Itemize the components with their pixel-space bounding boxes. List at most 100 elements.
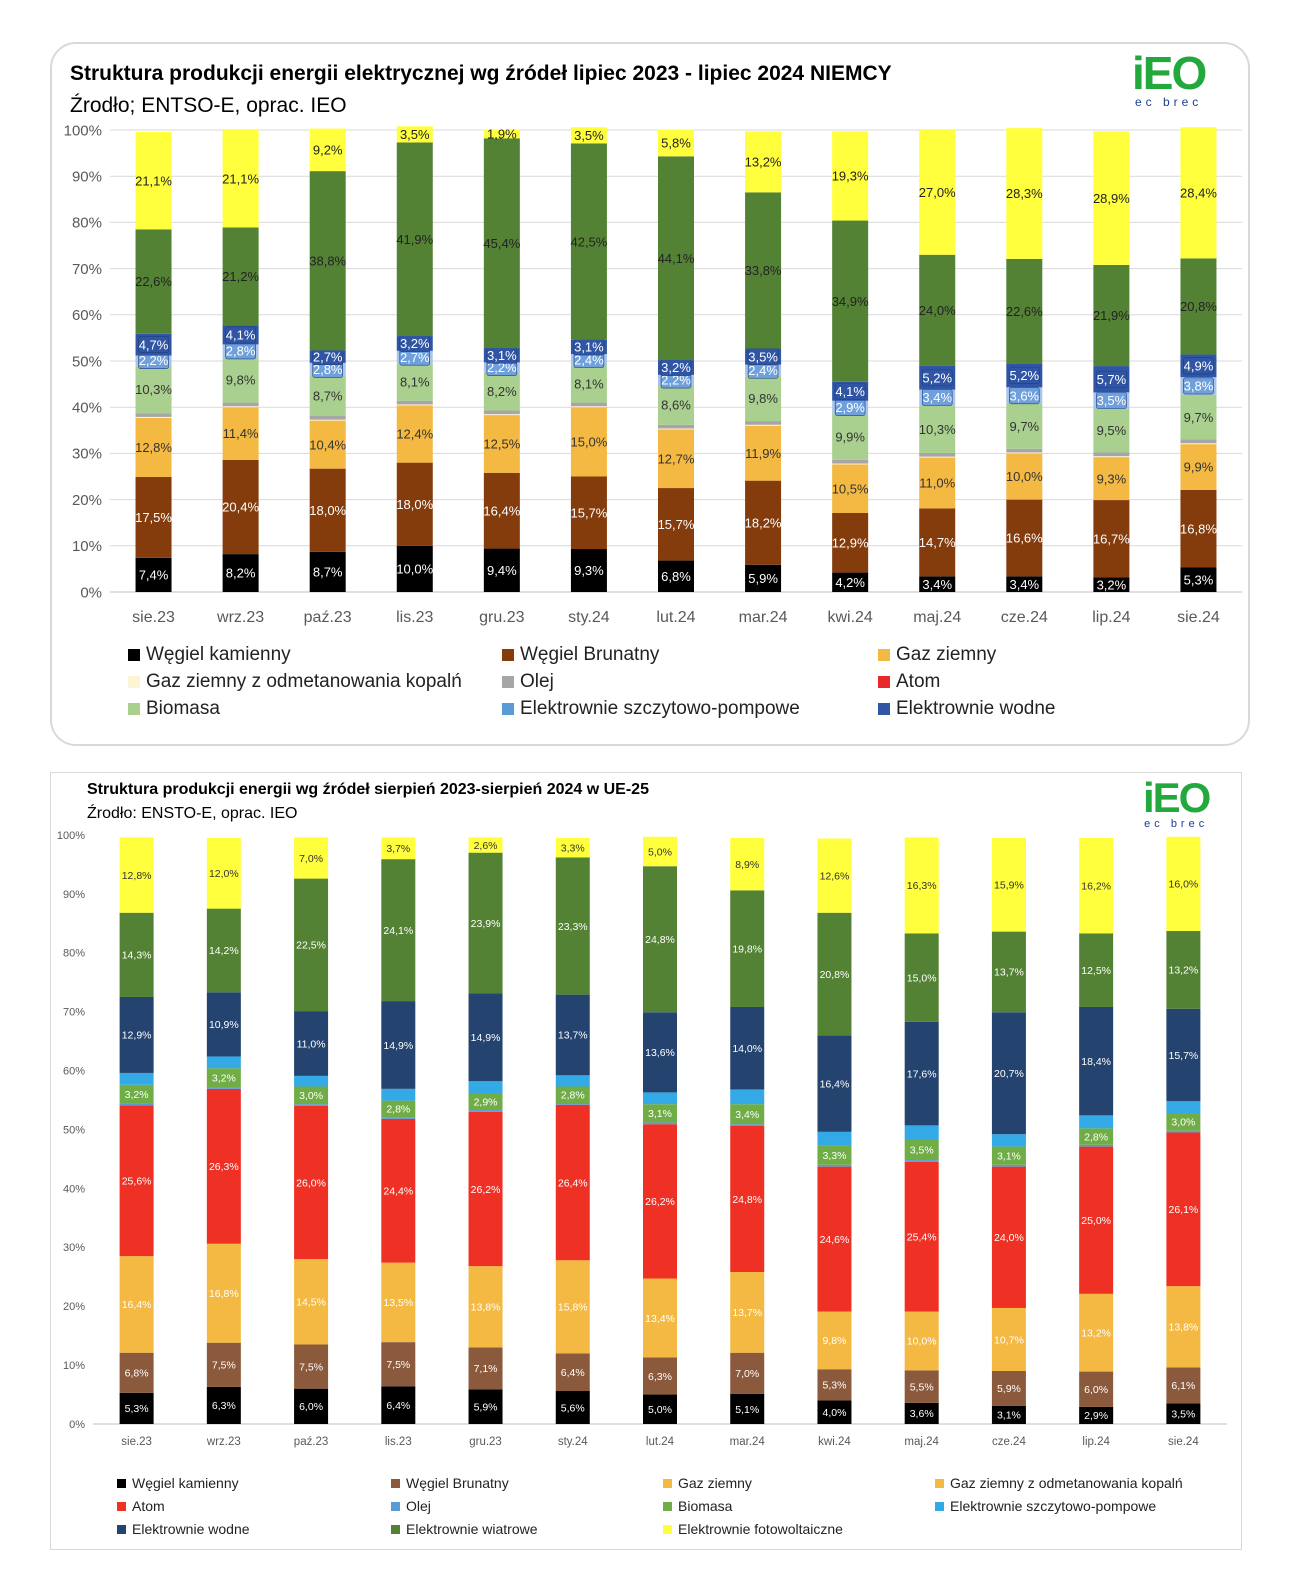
x-tick-label: sty.24 xyxy=(558,1436,588,1448)
data-label: 15,0% xyxy=(907,972,937,984)
data-label: 17,6% xyxy=(907,1068,937,1080)
data-label: 2,9% xyxy=(474,1096,498,1108)
data-label: 6,3% xyxy=(648,1371,672,1383)
x-tick-label: maj.24 xyxy=(904,1436,939,1448)
data-label: 3,1% xyxy=(997,1410,1021,1422)
legend-item: Elektrownie szczytowo-pompowe xyxy=(502,698,800,720)
legend-label: Olej xyxy=(520,671,554,693)
bar-segment xyxy=(136,413,172,417)
data-label: 7,0% xyxy=(299,853,323,865)
bar-segment xyxy=(745,421,781,425)
data-label: 6,8% xyxy=(661,569,691,584)
data-label: 11,0% xyxy=(919,476,955,491)
y-tick-label: 70% xyxy=(63,1007,85,1019)
bar-segment xyxy=(1079,1115,1113,1128)
data-label: 3,2% xyxy=(212,1072,236,1084)
bar-segment xyxy=(832,460,868,464)
bar-segment xyxy=(556,1075,590,1086)
data-label: 21,1% xyxy=(135,173,172,188)
data-label: 13,7% xyxy=(732,1307,762,1319)
data-label: 5,2% xyxy=(1009,368,1039,383)
data-label: 3,1% xyxy=(648,1108,672,1120)
bar-segment xyxy=(1006,449,1042,453)
bar-segment xyxy=(1166,1131,1200,1133)
data-label: 15,7% xyxy=(658,517,695,532)
y-tick-label: 50% xyxy=(72,353,102,370)
data-label: 6,1% xyxy=(1171,1380,1195,1392)
legend-swatch xyxy=(878,649,890,661)
data-label: 5,1% xyxy=(735,1404,759,1416)
data-label: 8,1% xyxy=(400,375,430,390)
data-label: 23,9% xyxy=(471,918,501,930)
data-label: 12,7% xyxy=(658,451,695,466)
bar-segment xyxy=(1006,452,1042,453)
y-tick-label: 50% xyxy=(63,1124,85,1136)
data-label: 26,1% xyxy=(1168,1204,1198,1216)
legend-swatch xyxy=(878,676,890,688)
y-tick-label: 80% xyxy=(63,948,85,960)
data-label: 26,2% xyxy=(645,1196,675,1208)
x-tick-label: lip.24 xyxy=(1092,609,1130,626)
bar-segment xyxy=(992,1134,1026,1146)
data-label: 3,5% xyxy=(1097,393,1127,408)
bar-segment xyxy=(556,1103,590,1105)
legend-swatch xyxy=(117,1525,126,1534)
y-tick-label: 100% xyxy=(57,830,85,842)
legend-label: Elektrownie szczytowo-pompowe xyxy=(950,1498,1156,1514)
data-label: 7,5% xyxy=(299,1361,323,1373)
y-tick-label: 60% xyxy=(72,307,102,324)
legend-item: Elektrownie wiatrowe xyxy=(391,1521,538,1537)
data-label: 9,8% xyxy=(226,373,256,388)
bar-segment xyxy=(223,403,259,407)
bar-segment xyxy=(469,1081,503,1093)
legend-label: Elektrownie szczytowo-pompowe xyxy=(520,698,800,720)
data-label: 20,4% xyxy=(222,500,259,515)
legend-swatch xyxy=(502,676,514,688)
data-label: 13,5% xyxy=(383,1297,413,1309)
x-tick-label: lut.24 xyxy=(656,609,695,626)
data-label: 24,0% xyxy=(994,1232,1024,1244)
data-label: 18,2% xyxy=(745,515,782,530)
data-label: 9,5% xyxy=(1097,423,1127,438)
y-tick-label: 20% xyxy=(72,492,102,509)
bar-segment xyxy=(1093,456,1129,457)
data-label: 24,6% xyxy=(820,1234,850,1246)
data-label: 8,9% xyxy=(735,859,759,871)
data-label: 10,7% xyxy=(994,1334,1024,1346)
data-label: 3,2% xyxy=(661,360,691,375)
data-label: 5,3% xyxy=(125,1403,149,1415)
bar-segment xyxy=(294,1076,328,1087)
legend-label: Węgiel kamienny xyxy=(132,1475,239,1491)
data-label: 24,8% xyxy=(732,1194,762,1206)
data-label: 3,6% xyxy=(1009,388,1039,403)
chart-panel-germany: Struktura produkcji energii elektrycznej… xyxy=(50,42,1250,746)
x-tick-label: lis.23 xyxy=(396,609,433,626)
data-label: 16,2% xyxy=(1081,880,1111,892)
data-label: 3,1% xyxy=(574,340,604,355)
data-label: 14,5% xyxy=(296,1297,326,1309)
bar-segment xyxy=(381,1117,415,1119)
data-label: 5,9% xyxy=(748,571,778,586)
legend-label: Biomasa xyxy=(678,1498,732,1514)
data-label: 16,3% xyxy=(907,880,937,892)
data-label: 4,2% xyxy=(835,575,865,590)
data-label: 12,9% xyxy=(832,535,869,550)
bar-segment xyxy=(381,1089,415,1101)
data-label: 25,0% xyxy=(1081,1215,1111,1227)
data-label: 3,5% xyxy=(400,127,430,142)
data-label: 12,5% xyxy=(483,437,520,452)
legend-item: Gaz ziemny xyxy=(663,1475,752,1491)
legend-label: Gaz ziemny xyxy=(678,1475,752,1491)
bar-segment xyxy=(207,1087,241,1089)
data-label: 15,9% xyxy=(994,880,1024,892)
data-label: 2,7% xyxy=(313,349,343,364)
legend-swatch xyxy=(663,1479,672,1488)
legend-item: Elektrownie fotowoltaiczne xyxy=(663,1521,843,1537)
data-label: 9,4% xyxy=(487,563,517,578)
x-tick-label: lut.24 xyxy=(646,1436,675,1448)
data-label: 10,0% xyxy=(907,1336,937,1348)
data-label: 11,9% xyxy=(745,446,781,461)
data-label: 3,3% xyxy=(822,1150,846,1162)
legend-label: Atom xyxy=(896,671,940,693)
legend-label: Gaz ziemny z odmetanowania kopalń xyxy=(146,671,462,693)
